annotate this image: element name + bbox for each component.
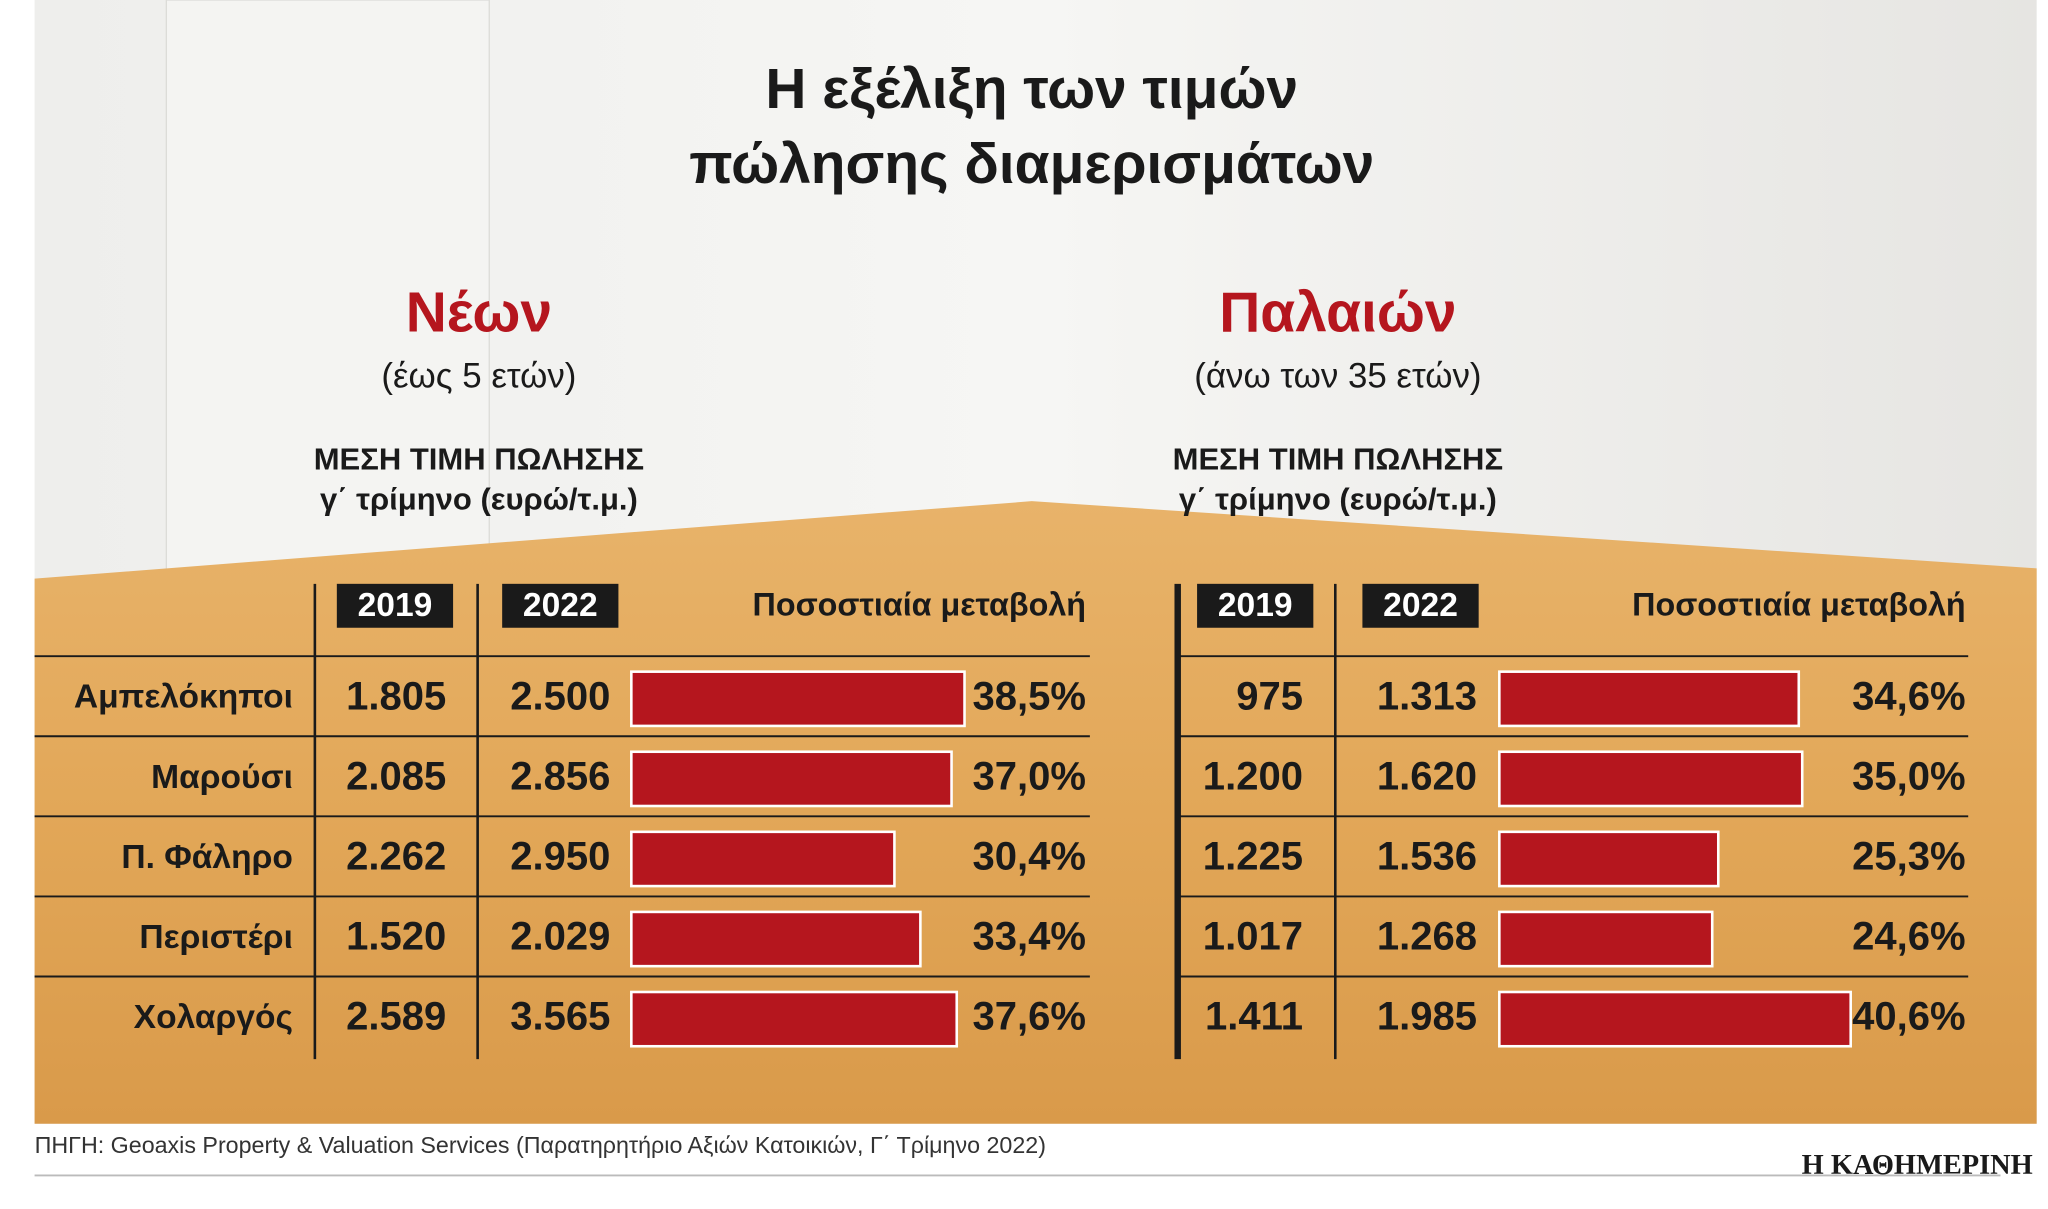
measure-label: ΜΕΣΗ ΤΙΜΗ ΠΩΛΗΣΗΣ (314, 441, 644, 476)
door (165, 0, 490, 576)
panel-subheading: (έως 5 ετών) (381, 357, 576, 396)
column-header-box (336, 583, 454, 628)
area-label: Χολαργός (134, 999, 293, 1036)
column-header-box (1362, 583, 1479, 628)
price-2019: 1.017 (1203, 915, 1303, 959)
column-header: Ποσοστιαία μεταβολή (1632, 587, 1965, 623)
value-label: 24,6% (1852, 915, 1966, 959)
source: ΠΗΓΗ: Geoaxis Property & Valuation Servi… (35, 1132, 1046, 1158)
bar (1498, 670, 1801, 728)
price-2019: 1.225 (1203, 835, 1303, 879)
panel-heading: Παλαιών (1219, 281, 1456, 344)
value-label: 37,6% (972, 995, 1086, 1039)
price-2019: 1.520 (346, 915, 446, 959)
bar (630, 750, 953, 808)
title: πώλησης διαμερισμάτων (689, 133, 1374, 196)
value-label: 25,3% (1852, 835, 1966, 879)
column-header: 2019 (358, 587, 433, 624)
area-label: Π. Φάληρο (121, 839, 293, 876)
brand: Η ΚΑΘΗΜΕΡΙΝΗ (1802, 1150, 2033, 1181)
value-label: 35,0% (1852, 754, 1966, 798)
price-2022: 2.500 (510, 674, 610, 718)
price-2022: 1.268 (1377, 915, 1477, 959)
value-label: 40,6% (1852, 995, 1966, 1039)
measure-label: γ΄ τρίμηνο (ευρώ/τ.μ.) (1179, 481, 1497, 516)
price-2022: 2.029 (510, 915, 610, 959)
bar (630, 670, 966, 728)
value-label: 33,4% (972, 915, 1086, 959)
title: Η εξέλιξη των τιμών (765, 58, 1298, 121)
bar (630, 910, 922, 968)
panel-subheading: (άνω των 35 ετών) (1194, 357, 1481, 396)
bar (1498, 750, 1804, 808)
bar (630, 990, 959, 1048)
bar (1498, 990, 1852, 1048)
price-2019: 1.805 (346, 674, 446, 718)
area-label: Αμπελόκηποι (74, 679, 293, 716)
value-label: 34,6% (1852, 674, 1966, 718)
price-2019: 975 (1236, 674, 1303, 718)
column-header: 2022 (523, 587, 598, 624)
measure-label: ΜΕΣΗ ΤΙΜΗ ΠΩΛΗΣΗΣ (1173, 441, 1503, 476)
price-2019: 1.411 (1205, 995, 1303, 1039)
price-2022: 1.536 (1377, 835, 1477, 879)
price-2022: 2.950 (510, 835, 610, 879)
value-label: 37,0% (972, 754, 1086, 798)
price-2019: 2.262 (346, 835, 446, 879)
column-header: 2022 (1383, 587, 1458, 624)
bar (630, 830, 896, 888)
price-2019: 1.200 (1203, 754, 1303, 798)
price-2022: 1.985 (1377, 995, 1477, 1039)
panel-heading: Νέων (406, 281, 552, 344)
column-header: 2019 (1218, 587, 1293, 624)
area-label: Μαρούσι (151, 759, 293, 796)
value-label: 30,4% (972, 835, 1086, 879)
value-label: 38,5% (972, 674, 1086, 718)
bar (1498, 910, 1714, 968)
price-2022: 3.565 (510, 995, 610, 1039)
column-header-box (502, 583, 619, 628)
price-2019: 2.589 (346, 995, 446, 1039)
column-header: Ποσοστιαία μεταβολή (753, 587, 1086, 623)
price-2022: 1.620 (1377, 754, 1477, 798)
price-2022: 2.856 (510, 754, 610, 798)
area-label: Περιστέρι (139, 919, 293, 956)
measure-label: γ΄ τρίμηνο (ευρώ/τ.μ.) (320, 481, 638, 516)
column-header-box (1197, 583, 1314, 628)
price-2019: 2.085 (346, 754, 446, 798)
price-2022: 1.313 (1377, 674, 1477, 718)
bar (1498, 830, 1720, 888)
